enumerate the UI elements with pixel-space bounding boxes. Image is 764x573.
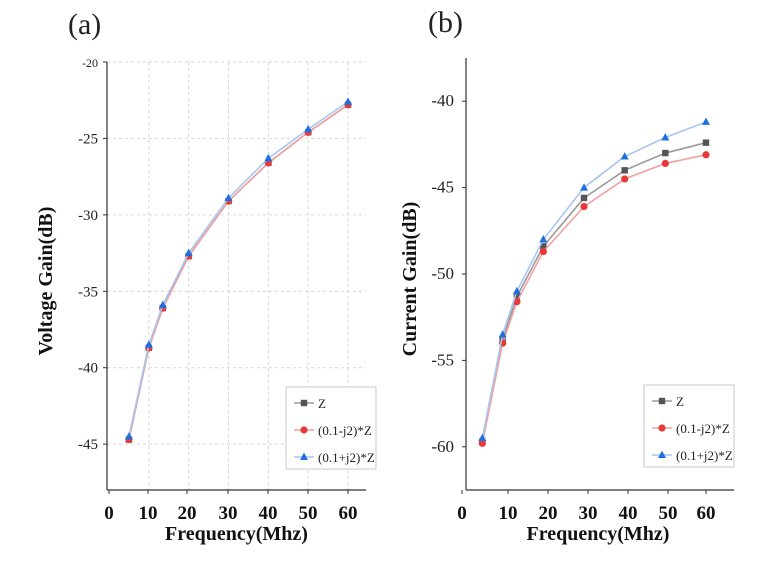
x-tick-label: 40	[259, 503, 278, 524]
x-tick-label: 50	[299, 503, 318, 524]
legend-marker-z	[658, 397, 666, 405]
data-point-z	[540, 243, 547, 250]
data-point-plus	[344, 97, 352, 105]
series-line-plus	[128, 101, 349, 437]
x-tick-label: 30	[579, 503, 598, 524]
series-line-minus	[128, 104, 349, 440]
legend-marker-z	[300, 399, 308, 407]
x-tick-label: 20	[539, 503, 558, 524]
data-point-plus	[620, 152, 629, 160]
legend-label-minus: (0.1-j2)*Z	[318, 423, 372, 438]
x-tick-label: 50	[659, 503, 678, 524]
x-tick-label: 10	[499, 503, 518, 524]
y-tick-label: -40	[431, 91, 454, 110]
legend-label-plus: (0.1+j2)*Z	[318, 450, 375, 465]
data-point-plus	[184, 248, 193, 257]
x-axis-title: Frequency(Mhz)	[527, 523, 670, 545]
data-point-minus	[702, 151, 710, 159]
data-point-plus	[539, 235, 548, 243]
x-tick-label: 40	[619, 503, 638, 524]
data-point-plus	[224, 193, 233, 202]
legend: Z (0.1-j2)*Z (0.1+j2)*Z	[643, 384, 735, 468]
legend-label-plus: (0.1+j2)*Z	[676, 448, 733, 463]
data-point-plus	[512, 286, 521, 295]
data-point-z	[621, 167, 628, 174]
x-tick-label: 60	[697, 503, 716, 524]
data-point-plus	[661, 133, 670, 141]
legend-label-z: Z	[676, 394, 684, 409]
data-point-minus	[621, 175, 629, 183]
legend: Z (0.1-j2)*Z (0.1+j2)*Z	[285, 386, 377, 470]
data-point-z	[513, 293, 521, 300]
legend-label-z: Z	[318, 396, 326, 411]
legend-marker-plus	[300, 452, 308, 460]
data-point-z	[702, 139, 710, 146]
y-tick-label: -45	[431, 178, 454, 197]
chart-panel-a: -45 -40 -35 -30 -25 -20 0 10 20 30 40 50 60 Frequency…	[35, 8, 377, 545]
data-point-z	[662, 149, 669, 157]
y-axis-title: Current Gain(dB)	[399, 202, 421, 357]
data-point-plus	[304, 124, 313, 133]
data-point-plus	[264, 153, 273, 162]
y-tick-label: -55	[431, 350, 454, 369]
y-tick-label: -25	[78, 131, 98, 147]
legend-marker-minus	[658, 424, 666, 432]
legend-marker-plus	[658, 450, 666, 458]
chart-panel-b: -60 -55 -50 -45 -40 0 10 20 30 40 50 60 Frequency(Mh…	[399, 6, 735, 545]
series-line-plus	[481, 121, 707, 439]
legend-marker-minus	[300, 426, 308, 434]
data-point-plus	[158, 300, 167, 309]
data-point-minus	[539, 247, 547, 256]
data-point-minus	[580, 203, 588, 211]
x-tick-label: 10	[139, 503, 158, 524]
y-axis-title: Voltage Gain(dB)	[35, 207, 57, 356]
panel-label: (b)	[428, 6, 463, 39]
y-tick-label: -20	[82, 56, 98, 70]
data-point-minus	[513, 298, 521, 306]
panel-label: (a)	[68, 8, 101, 41]
x-tick-label: 0	[457, 503, 467, 524]
data-point-minus	[478, 439, 486, 447]
y-tick-label: -50	[431, 264, 454, 283]
x-tick-label: 30	[219, 503, 238, 524]
y-tick-label: -35	[78, 284, 98, 300]
y-tick-label: -40	[78, 361, 98, 377]
data-point-plus	[498, 330, 507, 338]
data-point-plus	[124, 432, 133, 440]
data-point-minus	[661, 159, 669, 168]
x-tick-label: 0	[104, 503, 114, 524]
series-line-z	[481, 141, 707, 442]
data-point-plus	[144, 340, 153, 348]
x-axis-title: Frequency(Mhz)	[165, 523, 308, 545]
x-tick-label: 60	[339, 503, 358, 524]
data-point-plus	[702, 117, 710, 125]
data-point-plus	[580, 183, 588, 191]
y-tick-label: -30	[78, 208, 98, 224]
data-point-plus	[478, 433, 487, 442]
legend-label-minus: (0.1-j2)*Z	[676, 421, 730, 436]
y-tick-label: -60	[431, 437, 454, 456]
y-tick-label: -45	[78, 437, 98, 453]
data-point-z	[580, 194, 588, 202]
x-tick-label: 20	[178, 503, 197, 524]
